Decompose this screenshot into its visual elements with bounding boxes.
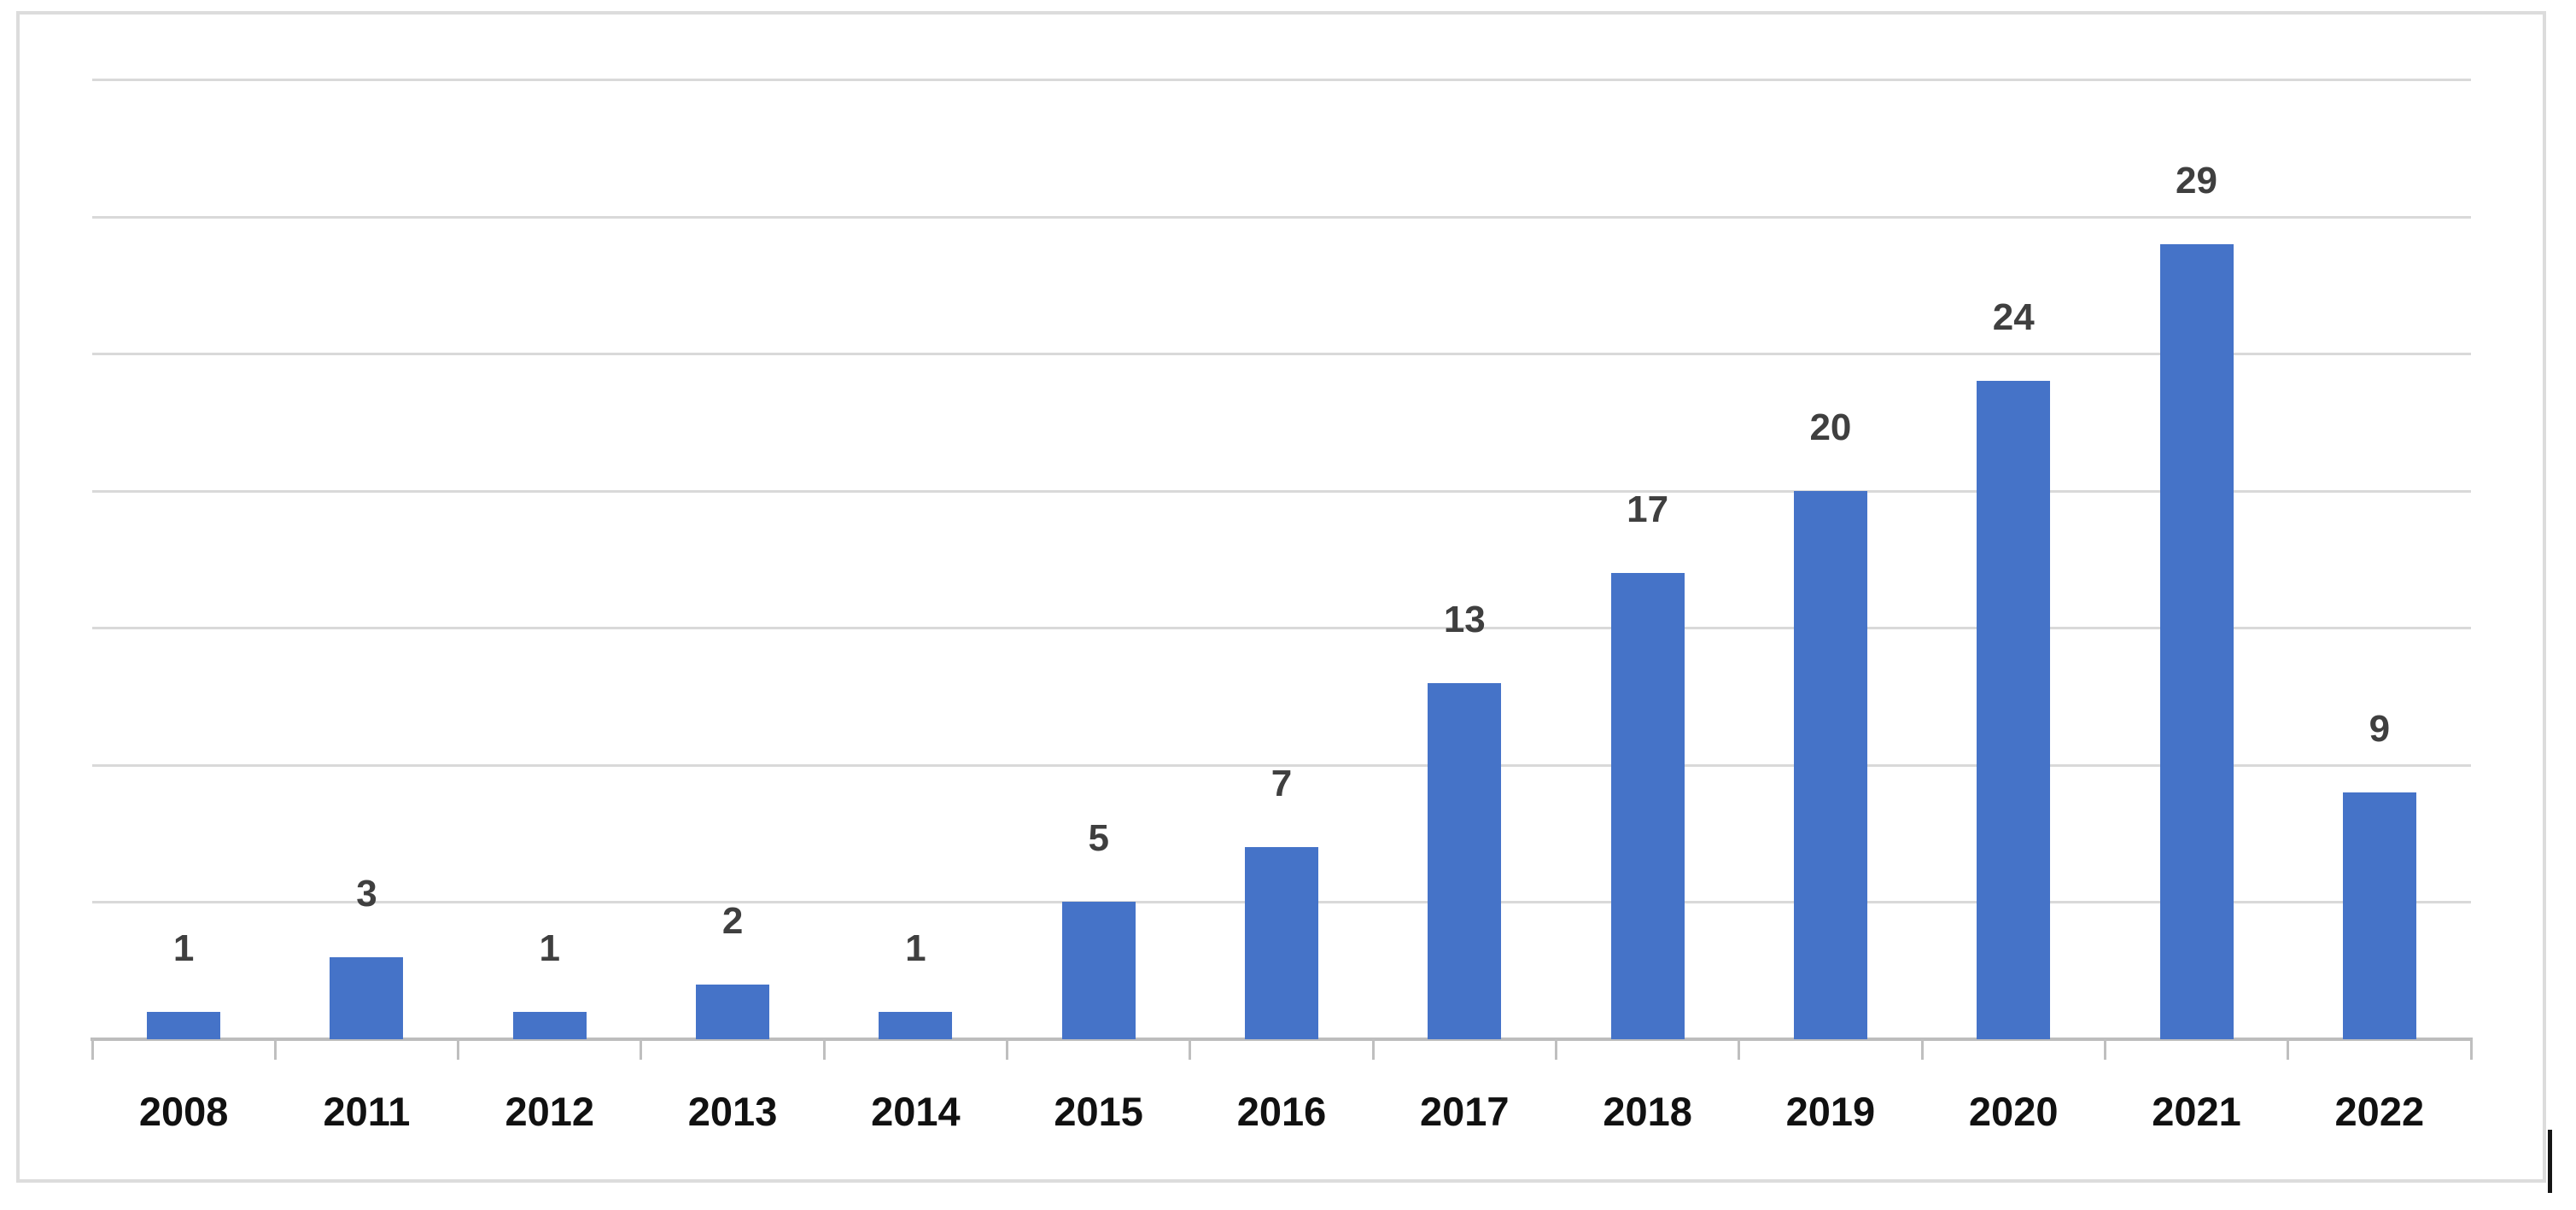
bar-2014[interactable]	[879, 1011, 953, 1039]
x-axis-tick	[2469, 1039, 2473, 1060]
category-label-2008: 2008	[138, 1089, 229, 1134]
x-axis-tick	[1920, 1039, 1924, 1060]
bar-2017[interactable]	[1428, 682, 1502, 1039]
gridline-25	[92, 353, 2471, 356]
bar-2019[interactable]	[1793, 490, 1867, 1039]
bar-2022[interactable]	[2342, 792, 2416, 1039]
value-label-2016: 7	[1270, 763, 1293, 805]
category-label-2020: 2020	[1968, 1089, 2059, 1134]
category-label-2022: 2022	[2334, 1089, 2425, 1134]
x-axis-tick	[822, 1039, 826, 1060]
bar-2012[interactable]	[512, 1011, 587, 1039]
x-axis-tick	[1554, 1039, 1557, 1060]
plot-area: 1 2008 3 2011 1 2012 2 2013 1 2014 5 2015 7 2016 13 201…	[20, 15, 2543, 1179]
value-label-2019: 20	[1809, 406, 1852, 448]
category-label-2018: 2018	[1603, 1089, 1692, 1134]
x-axis-tick	[457, 1039, 460, 1060]
x-axis-tick	[273, 1039, 277, 1060]
bar-2021[interactable]	[2159, 243, 2234, 1039]
value-label-2008: 1	[172, 926, 195, 969]
x-axis-tick	[91, 1039, 94, 1060]
x-axis-tick	[2103, 1039, 2106, 1060]
category-label-2011: 2011	[323, 1089, 411, 1134]
category-label-2016: 2016	[1236, 1089, 1327, 1134]
bar-2016[interactable]	[1245, 847, 1318, 1039]
gridline-15	[92, 627, 2471, 630]
value-label-2014: 1	[905, 926, 926, 969]
value-label-2018: 17	[1627, 488, 1669, 531]
value-label-2015: 5	[1088, 817, 1109, 860]
x-axis-tick	[2287, 1039, 2290, 1060]
bar-2015[interactable]	[1061, 902, 1136, 1039]
value-label-2011: 3	[356, 872, 377, 915]
bar-2018[interactable]	[1610, 573, 1685, 1039]
value-label-2013: 2	[721, 899, 744, 942]
value-label-2021: 29	[2176, 159, 2217, 202]
chart-frame[interactable]: 1 2008 3 2011 1 2012 2 2013 1 2014 5 2015 7 2016 13 201…	[16, 11, 2546, 1183]
category-label-2017: 2017	[1420, 1089, 1510, 1134]
category-label-2019: 2019	[1785, 1089, 1876, 1134]
x-axis-tick	[1006, 1039, 1009, 1060]
value-label-2017: 13	[1443, 598, 1486, 640]
text-cursor	[2548, 1130, 2552, 1193]
x-axis-line	[91, 1038, 2473, 1041]
bar-2008[interactable]	[147, 1011, 221, 1039]
value-label-2022: 9	[2369, 707, 2391, 750]
value-label-2020: 24	[1992, 296, 2035, 339]
value-label-2012: 1	[539, 926, 560, 969]
gridline-20	[92, 489, 2471, 493]
x-axis-tick	[1371, 1039, 1375, 1060]
gridline-35	[92, 79, 2471, 81]
bar-2020[interactable]	[1977, 381, 2051, 1039]
x-axis-tick	[640, 1039, 643, 1060]
bar-2011[interactable]	[330, 956, 404, 1039]
x-axis-tick	[1738, 1039, 1741, 1060]
x-axis-tick	[1189, 1039, 1192, 1060]
category-label-2013: 2013	[687, 1089, 778, 1134]
category-label-2014: 2014	[871, 1089, 961, 1134]
bar-2013[interactable]	[696, 984, 770, 1039]
category-label-2012: 2012	[505, 1089, 595, 1134]
gridline-10	[92, 763, 2471, 767]
gridline-30	[92, 215, 2471, 219]
category-label-2015: 2015	[1054, 1089, 1143, 1134]
category-label-2021: 2021	[2152, 1089, 2241, 1134]
